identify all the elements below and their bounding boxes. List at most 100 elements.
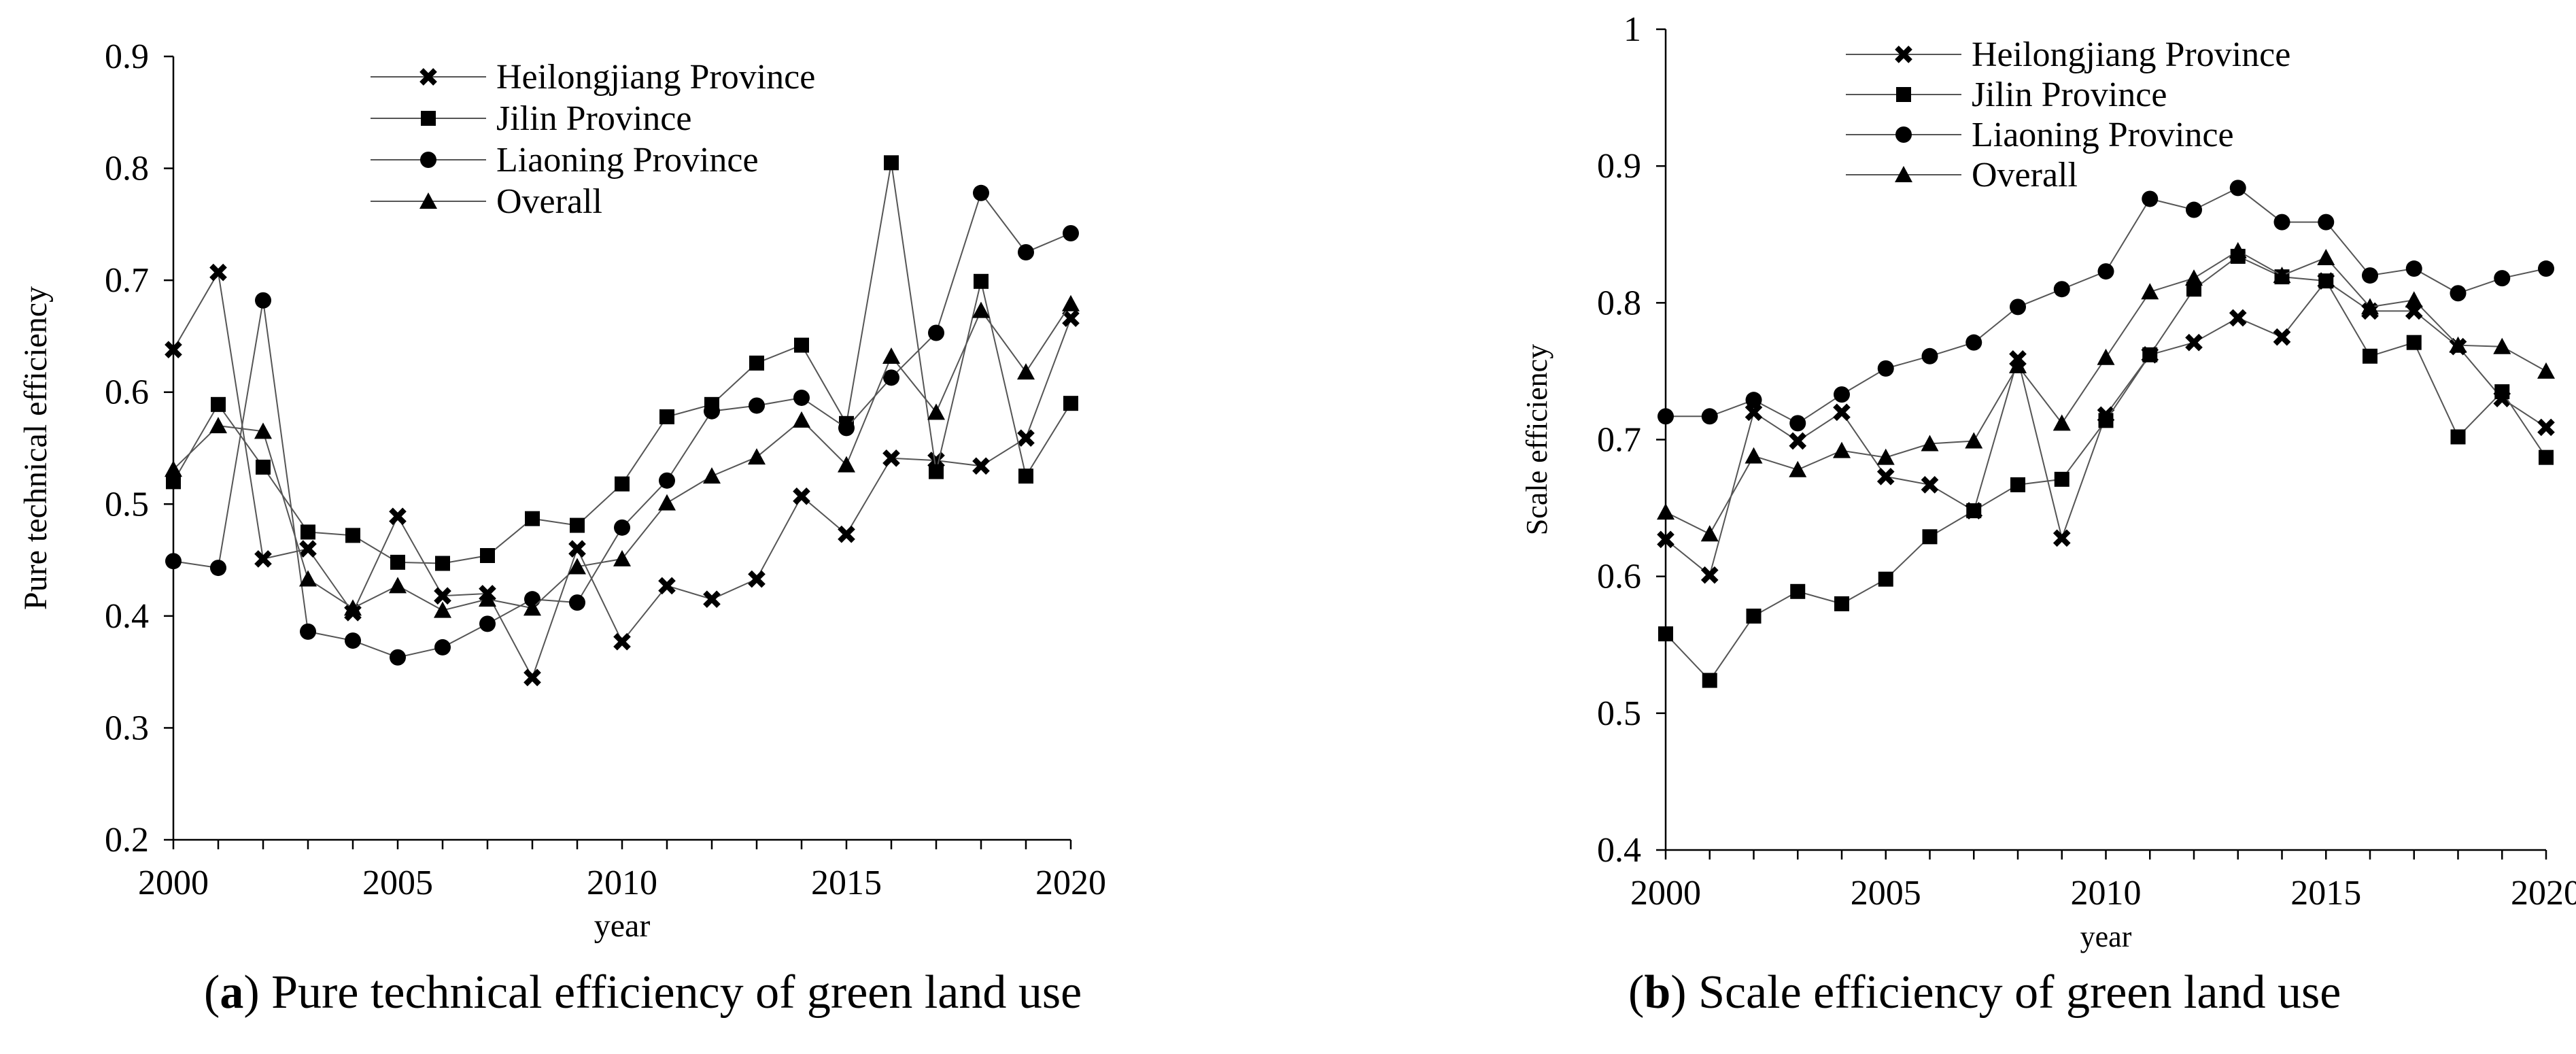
chart-b-legend-marker (1895, 166, 1912, 182)
chart-b-data-point (2273, 214, 2290, 231)
chart-a-legend-label: Jilin Province (496, 99, 691, 138)
chart-a-series-0 (165, 263, 1080, 687)
chart-a-data-point (389, 577, 407, 594)
chart-a-data-point (748, 570, 766, 588)
chart-b-data-point (1745, 403, 1763, 422)
chart-b-data-point (1789, 415, 1806, 432)
chart-a-y-tick-label: 0.2 (105, 821, 149, 860)
chart-b-data-point (1790, 583, 1806, 599)
chart-b-data-point (1834, 386, 1850, 403)
chart-a-data-point (704, 403, 720, 420)
chart-b-data-point (2537, 362, 2555, 379)
chart-b-data-point (2273, 328, 2291, 346)
chart-b-data-point (1834, 596, 1849, 611)
chart-b-y-axis-label: Scale efficiency (1520, 344, 1553, 535)
chart-a-legend-marker (420, 152, 436, 168)
chart-a-data-point (256, 459, 271, 475)
chart-a-legend-marker (421, 111, 436, 126)
chart-a-data-point (929, 464, 944, 479)
chart-b-x-tick-label: 2010 (2071, 874, 2142, 913)
chart-a-legend-label: Liaoning Province (496, 141, 759, 180)
chart-a-data-point (434, 639, 451, 656)
chart-b-data-point (2010, 477, 2025, 492)
chart-b-legend-item: Overall (1846, 156, 2078, 194)
chart-a-legend-item: Heilongjiang Province (371, 58, 815, 97)
chart-b-x-tick-label: 2015 (2290, 874, 2361, 913)
chart-a-data-point (523, 599, 541, 616)
chart-a-y-tick-label: 0.7 (105, 261, 149, 300)
chart-a-data-point (838, 525, 855, 543)
chart-b-data-point (2229, 241, 2247, 258)
chart-b-legend-label: Liaoning Province (1972, 116, 2234, 154)
chart-a-y-tick-label: 0.5 (105, 485, 149, 524)
chart-b-series-1 (1658, 248, 2554, 688)
chart-a-data-point (613, 549, 631, 566)
chart-a-data-point (479, 590, 496, 607)
chart-a-data-point (434, 601, 451, 618)
chart-b-data-point (2141, 283, 2159, 300)
chart-a-data-point (254, 550, 272, 568)
chart-a-legend-item: Overall (371, 182, 602, 221)
chart-a-data-point (211, 396, 226, 412)
chart-b-data-point (2053, 529, 2071, 547)
chart-a-data-point (166, 474, 181, 490)
chart-b-legend-item: Heilongjiang Province (1846, 35, 2290, 74)
chart-b-data-point (2010, 299, 2026, 316)
chart-b-data-point (2538, 260, 2554, 277)
chart-a-data-point (838, 420, 855, 437)
chart-b-y-tick-label: 0.7 (1597, 421, 1641, 460)
chart-a-data-point (1017, 363, 1035, 380)
chart-a-data-point (299, 570, 317, 587)
chart-b-data-point (2539, 449, 2554, 465)
chart-a-data-point (1062, 294, 1080, 311)
chart-a-data-point (1062, 309, 1080, 327)
chart-a-data-point (165, 553, 182, 570)
chart-a-data-point (345, 528, 360, 543)
chart-a-data-point (299, 540, 317, 558)
chart-a-data-point (703, 590, 721, 608)
chart-a-data-point (614, 519, 630, 536)
chart-b-data-point (2229, 309, 2247, 327)
chart-a-data-point (209, 417, 227, 434)
chart-b-legend-item: Liaoning Province (1846, 116, 2234, 154)
chart-a-data-point (793, 487, 810, 505)
chart-b-data-point (1876, 467, 1895, 486)
chart-b-y-tick-label: 0.4 (1597, 831, 1641, 870)
chart-a-data-point (659, 409, 674, 424)
chart-b-data-point (1658, 626, 1673, 642)
chart-a-data-point (749, 355, 764, 371)
chart-b-data-point (2318, 214, 2335, 231)
chart-b-data-point (1876, 448, 1895, 465)
chart-b-data-point (2450, 285, 2467, 302)
chart-b-data-point (2053, 414, 2071, 431)
chart-a-data-point (165, 341, 182, 359)
chart-a-data-point (210, 560, 226, 577)
caption-a-text: Pure technical efficiency of green land … (271, 966, 1082, 1019)
chart-a-y-tick-label: 0.9 (105, 37, 149, 76)
chart-a-data-point (927, 403, 945, 420)
chart-a-data-point (300, 524, 315, 540)
chart-b-data-point (2142, 190, 2159, 207)
chart-b-data-point (1700, 525, 1719, 542)
chart-b-data-point (1745, 447, 1763, 464)
chart-a-data-point (793, 389, 810, 406)
chart-a-data-point (882, 449, 900, 467)
chart-a-y-tick-label: 0.8 (105, 150, 149, 188)
chart-a-data-point (703, 467, 721, 484)
chart-a-data-point (973, 184, 989, 201)
chart-a-data-point (569, 594, 585, 611)
chart-b-data-point (2098, 413, 2114, 428)
chart-a-data-point (390, 649, 406, 666)
chart-a-data-point (1018, 244, 1034, 260)
chart-b-x-tick-label: 2000 (1630, 874, 1701, 913)
chart-b-x-tick-label: 2020 (2511, 874, 2576, 913)
chart-a-data-point (974, 273, 989, 289)
chart-a-data-point (570, 517, 585, 533)
chart-b-data-point (2363, 348, 2377, 364)
chart-b-legend-marker (1895, 126, 1912, 143)
chart-a-data-point (300, 623, 316, 640)
chart-b-data-point (2537, 418, 2555, 437)
chart-a-data-point (613, 632, 631, 651)
chart-b-data-point (1745, 392, 1762, 409)
chart-b-data-point (2009, 356, 2027, 373)
